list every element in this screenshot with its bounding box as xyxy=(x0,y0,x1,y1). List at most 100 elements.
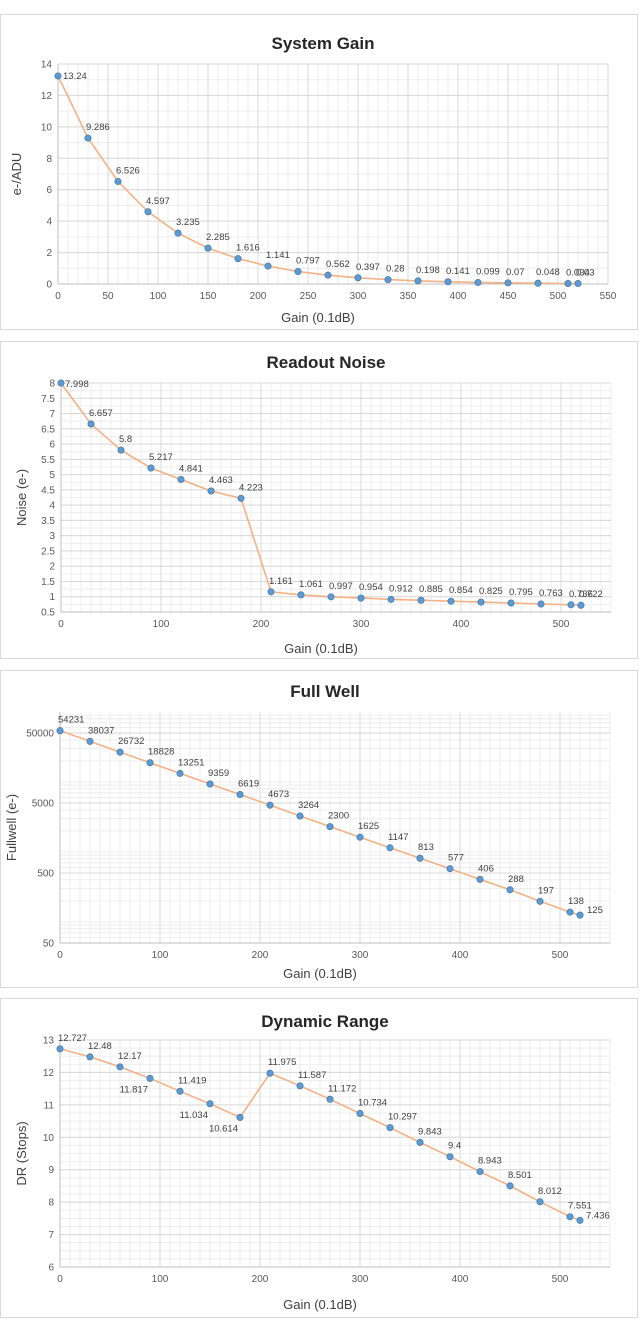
data-point xyxy=(204,244,212,252)
x-tick-label: 500 xyxy=(552,950,569,961)
system-gain-chart: 0 50 100 150 200 250 300 350 400 450 500 550 0 2 4 6 8 10… xyxy=(9,34,617,325)
x-tick-label: 0 xyxy=(57,950,63,961)
data-point xyxy=(327,593,335,601)
data-point xyxy=(506,886,514,894)
data-label: 0.198 xyxy=(416,265,440,276)
data-point xyxy=(324,271,332,279)
data-label: 0.099 xyxy=(476,266,500,277)
y-tick-label: 14 xyxy=(41,60,53,71)
data-label: 0.034 xyxy=(566,267,590,278)
data-label: 1.616 xyxy=(236,243,260,254)
data-point xyxy=(144,208,152,216)
data-point xyxy=(444,278,452,286)
data-label: 8.943 xyxy=(478,1156,502,1167)
data-label: 12.727 xyxy=(58,1033,87,1044)
x-tick-label: 0 xyxy=(57,1274,63,1285)
y-tick-label: 8 xyxy=(46,154,52,165)
y-tick-label: 8 xyxy=(48,1198,54,1209)
data-point xyxy=(574,280,582,288)
x-tick-label: 50 xyxy=(102,291,114,302)
data-label: 6.657 xyxy=(89,408,113,419)
data-point xyxy=(537,600,545,608)
data-label: 11.419 xyxy=(178,1075,206,1086)
y-tick-label: 9 xyxy=(48,1165,54,1176)
data-label: 2.285 xyxy=(206,232,230,243)
chart-title: Dynamic Range xyxy=(261,1012,389,1031)
data-label: 0.048 xyxy=(536,267,560,278)
data-point xyxy=(176,1087,184,1095)
data-label: 3264 xyxy=(298,800,319,811)
y-tick-label: 1 xyxy=(49,592,55,603)
data-point xyxy=(266,801,274,809)
data-point xyxy=(174,229,182,237)
data-label: 0.141 xyxy=(446,266,470,277)
data-label: 406 xyxy=(478,863,494,874)
data-label: 125 xyxy=(587,905,603,916)
y-tick-label: 13 xyxy=(43,1036,55,1047)
chart-title: Readout Noise xyxy=(266,353,385,372)
data-label: 0.795 xyxy=(509,587,533,598)
readout-noise-panel: 0 100 200 300 400 500 0.5 1 1.5 2 2.5 3 3.5 4 4.5 5 5.5 6… xyxy=(0,341,638,659)
data-point xyxy=(416,1138,424,1146)
y-tick-label: 7 xyxy=(48,1230,54,1241)
y-tick-label: 6 xyxy=(49,440,55,451)
data-label: 138 xyxy=(568,896,584,907)
data-label: 10.297 xyxy=(388,1112,417,1123)
data-point xyxy=(534,279,542,287)
readout-noise-chart: 0 100 200 300 400 500 0.5 1 1.5 2 2.5 3 3.5 4 4.5 5 5.5 6… xyxy=(14,353,612,656)
x-tick-label: 500 xyxy=(552,1274,569,1285)
data-point xyxy=(536,897,544,905)
data-point xyxy=(536,1198,544,1206)
data-label: 2300 xyxy=(328,811,349,822)
data-point xyxy=(57,379,65,387)
y-tick-label: 4.5 xyxy=(41,485,55,496)
data-label: 0.954 xyxy=(359,582,383,593)
data-label: 7.998 xyxy=(65,379,89,390)
data-point xyxy=(326,823,334,831)
data-label: 10.734 xyxy=(358,1097,387,1108)
y-axis-title: Fullwell (e-) xyxy=(4,794,19,861)
x-tick-label: 0 xyxy=(55,291,61,302)
data-point xyxy=(56,727,64,735)
data-label: 0.797 xyxy=(296,255,320,266)
y-tick-label: 6.5 xyxy=(41,424,55,435)
data-label: 1625 xyxy=(358,821,379,832)
data-point xyxy=(577,601,585,609)
y-tick-label: 2 xyxy=(46,248,52,259)
x-tick-label: 300 xyxy=(352,1274,369,1285)
data-label: 18828 xyxy=(148,747,174,758)
dynamic-range-panel: 0 100 200 300 400 500 6 7 8 9 10 11 12 13 Dynamic Rang… xyxy=(0,998,638,1318)
data-label: 288 xyxy=(508,874,524,885)
data-label: 7.436 xyxy=(586,1210,610,1221)
data-label: 9.4 xyxy=(448,1141,461,1152)
chart-title: System Gain xyxy=(272,34,375,53)
data-point xyxy=(446,1153,454,1161)
data-point xyxy=(576,1216,584,1224)
y-tick-label: 12 xyxy=(43,1068,55,1079)
data-label: 0.736 xyxy=(569,589,593,600)
data-point xyxy=(446,865,454,873)
data-label: 13251 xyxy=(178,757,204,768)
x-tick-label: 300 xyxy=(353,619,370,630)
dynamic-range-chart: 0 100 200 300 400 500 6 7 8 9 10 11 12 13 Dynamic Rang… xyxy=(14,1012,611,1312)
x-tick-label: 400 xyxy=(452,1274,469,1285)
gridlines xyxy=(59,1039,611,1268)
x-tick-label: 300 xyxy=(350,291,367,302)
data-point xyxy=(177,475,185,483)
data-point xyxy=(266,1069,274,1077)
data-label: 11.034 xyxy=(180,1110,208,1121)
y-tick-label: 0.5 xyxy=(41,608,55,619)
chart-title: Full Well xyxy=(290,682,360,701)
data-point xyxy=(387,595,395,603)
data-point xyxy=(326,1095,334,1103)
data-label: 1147 xyxy=(388,832,408,843)
y-axis-title: e-/ADU xyxy=(9,153,24,196)
data-point xyxy=(267,588,275,596)
data-point xyxy=(206,780,214,788)
data-label: 577 xyxy=(448,853,464,864)
data-point xyxy=(476,875,484,883)
data-point xyxy=(567,601,575,609)
y-tick-label: 12 xyxy=(41,91,53,102)
x-tick-label: 100 xyxy=(152,950,169,961)
data-point xyxy=(264,262,272,270)
